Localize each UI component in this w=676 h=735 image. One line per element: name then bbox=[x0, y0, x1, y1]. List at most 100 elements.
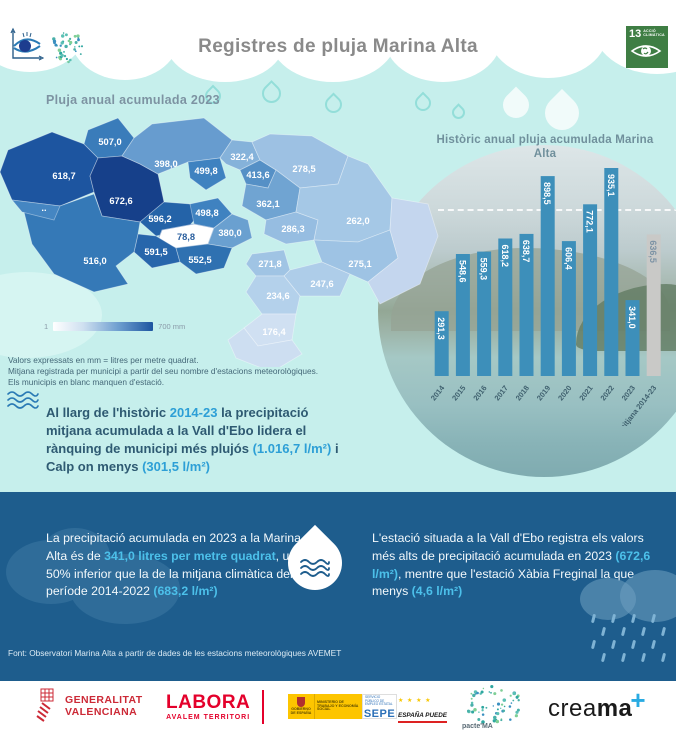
bar-value-label: 898,5 bbox=[542, 182, 552, 205]
map-dot bbox=[69, 58, 72, 62]
map-dot bbox=[488, 691, 491, 693]
map-region-label: 271,8 bbox=[258, 259, 281, 269]
bar-value-label: 772,1 bbox=[585, 210, 595, 233]
map-region-label: 380,0 bbox=[218, 228, 241, 238]
map-region-label: 262,0 bbox=[346, 216, 369, 226]
header: Registres de pluja Marina Alta 13 ACCIÓ … bbox=[0, 0, 676, 82]
text-segment: 2014-23 bbox=[169, 405, 218, 420]
bar-category-label: mitjana 2014-23 bbox=[617, 384, 658, 426]
map-dot bbox=[509, 718, 512, 721]
bar-category-label: 2021 bbox=[577, 384, 594, 403]
map-dot bbox=[470, 697, 473, 700]
raindrop-icon bbox=[497, 86, 535, 124]
map-dot bbox=[481, 709, 484, 712]
map-note: Valors expressats en mm = litres per met… bbox=[8, 355, 199, 365]
map-dot bbox=[57, 48, 62, 52]
map-dot bbox=[496, 702, 501, 706]
map-region-label: 362,1 bbox=[256, 199, 279, 209]
map-dot bbox=[503, 705, 506, 708]
map-dot bbox=[64, 44, 68, 49]
map-dot bbox=[78, 45, 81, 48]
map-note: Mitjana registrada per municipi a partir… bbox=[8, 365, 319, 376]
sepe-wordmark: SEPE bbox=[363, 707, 396, 720]
map-region bbox=[11, 199, 61, 221]
map-dot bbox=[60, 41, 64, 45]
text-segment: la precipitació mitjana acumulada a la V… bbox=[46, 405, 309, 456]
raindrop-icon bbox=[411, 91, 435, 115]
legend-gradient-bar bbox=[53, 322, 154, 331]
cloud-shape bbox=[70, 0, 180, 80]
map-dot bbox=[74, 41, 78, 44]
map-dot bbox=[466, 709, 470, 713]
bar bbox=[434, 311, 449, 376]
eu-stars-icon: ★ ★ ★ ★ bbox=[398, 698, 432, 704]
map-dot bbox=[79, 53, 82, 56]
map-region bbox=[187, 157, 227, 191]
map-dot bbox=[60, 34, 65, 38]
dashed-contrail bbox=[437, 209, 676, 211]
map-dot bbox=[500, 719, 503, 722]
ministry-label: MINISTERIO DE TRABAJO Y ECONOMÍA SOCIAL bbox=[314, 694, 362, 719]
map-dot bbox=[500, 689, 503, 692]
pacte-ma-dot-map bbox=[466, 685, 520, 724]
map-dot bbox=[477, 718, 481, 721]
map-dot bbox=[485, 706, 488, 709]
bar-value-label: 606,4 bbox=[563, 247, 573, 270]
map-dot bbox=[62, 32, 65, 34]
map-dot bbox=[473, 708, 477, 712]
map-dot bbox=[509, 694, 512, 697]
pacte-ma-logo: pacte'MA bbox=[462, 683, 526, 735]
bar-category-label: 2023 bbox=[620, 384, 637, 403]
text-segment: , un 50% inferior que la de la mitjana c… bbox=[46, 548, 297, 599]
map-dot bbox=[492, 705, 495, 707]
historic-summary-paragraph: Al llarg de l'històric 2014-23 la precip… bbox=[46, 404, 341, 476]
map-dot bbox=[512, 699, 515, 702]
map-region bbox=[175, 243, 233, 275]
rain-dash-icon bbox=[610, 639, 617, 650]
bar-value-label: 559,3 bbox=[479, 258, 489, 281]
rain-dash-icon bbox=[620, 626, 627, 637]
map-dot bbox=[495, 719, 500, 724]
map-region-label: 618,7 bbox=[52, 171, 75, 181]
bar-category-label: 2014 bbox=[429, 383, 447, 402]
bar-category-label: 2020 bbox=[556, 384, 573, 403]
map-dot bbox=[471, 710, 475, 714]
rain-dash-icon bbox=[630, 639, 637, 650]
bar bbox=[625, 300, 640, 376]
gobierno-espana-logo: GOBIERNO DE ESPAÑA MINISTERIO DE TRABAJO … bbox=[288, 694, 397, 720]
map-dot bbox=[493, 715, 497, 720]
rain-dashes bbox=[590, 613, 676, 666]
map-legend: 1 700 mm bbox=[44, 322, 185, 331]
map-dot bbox=[508, 705, 512, 708]
map-dot bbox=[73, 34, 77, 38]
page-title: Registres de pluja Marina Alta bbox=[198, 36, 478, 57]
map-dot bbox=[76, 34, 80, 38]
annual-rain-bar-chart: 291,3 2014 548,6 2015 559,3 2016 618,2 2017 638,… bbox=[429, 168, 661, 426]
pacte-ma-logo bbox=[52, 32, 84, 64]
map-dot bbox=[481, 720, 485, 724]
text-segment: L'estació situada a la Vall d'Ebo regist… bbox=[372, 531, 644, 563]
map-dot bbox=[74, 46, 76, 48]
spain-crest: GOBIERNO DE ESPAÑA bbox=[288, 694, 314, 719]
station-records-paragraph: L'estació situada a la Vall d'Ebo regist… bbox=[372, 530, 660, 601]
map-dot bbox=[470, 703, 474, 707]
map-region-label: 275,1 bbox=[348, 259, 371, 269]
map-dot bbox=[73, 48, 76, 51]
bar bbox=[540, 176, 555, 376]
map-region bbox=[227, 327, 303, 367]
map-dot bbox=[500, 703, 504, 706]
rain-cloud-shape bbox=[620, 570, 676, 622]
map-region-label: 413,6 bbox=[246, 170, 269, 180]
text-segment: La precipitació acumulada en 2023 a la M… bbox=[46, 531, 301, 563]
map-dot bbox=[69, 40, 73, 45]
rain-dash-icon bbox=[600, 626, 607, 637]
map-dot bbox=[54, 43, 58, 47]
text-segment: , mentre que l'estació Xàbia Freginal la… bbox=[372, 566, 635, 599]
bar bbox=[519, 233, 534, 376]
source-attribution: Font: Observatori Marina Alta a partir d… bbox=[8, 648, 342, 658]
pacte-ma-wordmark: pacte'MA bbox=[462, 723, 493, 730]
map-region-label: 247,6 bbox=[310, 279, 333, 289]
bar-category-label: 2022 bbox=[599, 384, 616, 403]
map-dot bbox=[499, 707, 502, 710]
